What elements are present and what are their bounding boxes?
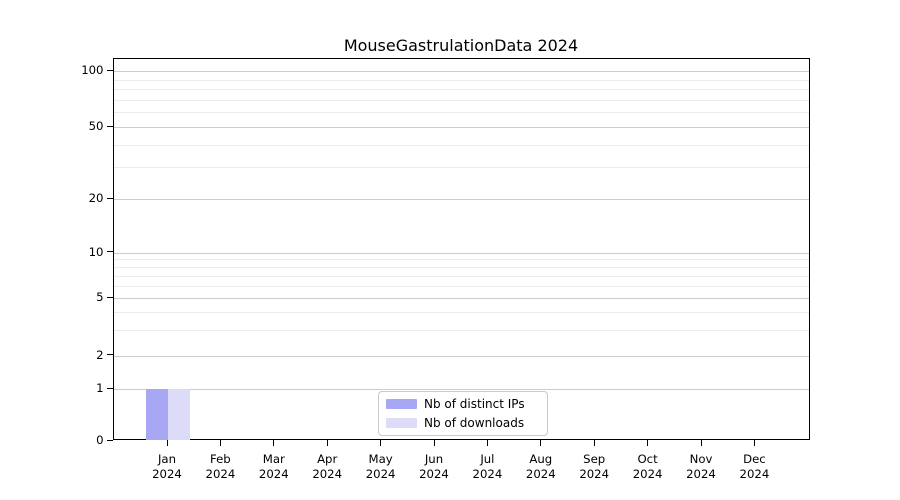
month-label: Mar — [262, 452, 285, 466]
gridline-minor — [113, 89, 809, 91]
year-label: 2024 — [312, 467, 343, 482]
x-axis-tick-label: Nov 2024 — [669, 452, 733, 482]
month-label: Jan — [157, 452, 177, 466]
gridline-minor — [113, 167, 809, 169]
y-axis-tick-label: 100 — [81, 63, 104, 77]
year-label: 2024 — [258, 467, 289, 482]
month-label: Nov — [689, 452, 713, 466]
month-label: Feb — [210, 452, 231, 466]
y-axis-tick-label: 2 — [96, 347, 104, 362]
x-axis-tick — [219, 440, 221, 446]
x-axis-tick-label: Sep 2024 — [562, 452, 626, 482]
year-label: 2024 — [739, 467, 770, 482]
y-axis-tick-label: 1 — [96, 381, 104, 395]
legend-swatch-downloads — [386, 418, 417, 428]
y-axis-tick — [106, 439, 113, 441]
gridline-minor — [113, 112, 809, 114]
y-axis-tick-label: 0 — [96, 433, 104, 447]
x-axis-tick-label: May 2024 — [349, 452, 413, 482]
gridline-minor — [113, 267, 809, 269]
legend-item-downloads: Nb of downloads — [379, 416, 547, 430]
x-axis-tick — [433, 440, 435, 446]
x-axis-tick-label: Oct 2024 — [616, 452, 680, 482]
x-axis-tick — [593, 440, 595, 446]
legend: Nb of distinct IPs Nb of downloads — [378, 391, 548, 436]
gridline-major — [113, 71, 809, 72]
month-label: May — [368, 452, 393, 466]
year-label: 2024 — [472, 467, 503, 482]
y-axis-tick — [106, 296, 113, 298]
x-axis-tick-label: Jan 2024 — [135, 452, 199, 482]
legend-label-distinct-ips: Nb of distinct IPs — [424, 397, 525, 411]
gridline-minor — [113, 144, 809, 146]
y-axis-tick — [106, 251, 113, 252]
x-axis-tick — [380, 440, 382, 446]
gridline-minor — [113, 99, 809, 101]
x-axis-tick — [753, 440, 755, 446]
gridline-minor — [113, 275, 809, 277]
year-label: 2024 — [632, 467, 663, 482]
y-axis-tick — [106, 69, 113, 71]
plot-area — [112, 58, 810, 440]
x-axis-tick-label: Aug 2024 — [509, 452, 573, 482]
year-label: 2024 — [525, 467, 556, 482]
y-axis-tick — [106, 387, 113, 389]
y-axis-tick-label: 10 — [88, 244, 104, 259]
x-axis-tick-label: Feb 2024 — [188, 452, 252, 482]
gridline-major — [113, 389, 809, 390]
x-axis-tick — [647, 440, 649, 446]
bar-distinct-ips — [146, 389, 168, 440]
gridline-major — [113, 127, 809, 128]
year-label: 2024 — [365, 467, 396, 482]
year-label: 2024 — [579, 467, 610, 482]
legend-label-downloads: Nb of downloads — [424, 416, 525, 430]
year-label: 2024 — [205, 467, 236, 482]
gridline-major — [113, 298, 809, 299]
gridline-minor — [113, 286, 809, 288]
gridline-minor — [113, 330, 809, 332]
x-axis-tick — [700, 440, 702, 446]
x-axis-tick-label: Jun 2024 — [402, 452, 466, 482]
gridline-minor — [113, 312, 809, 313]
month-label: Jun — [424, 452, 444, 466]
month-label: Sep — [583, 452, 606, 466]
legend-item-distinct-ips: Nb of distinct IPs — [379, 397, 547, 411]
x-axis-tick — [540, 440, 542, 446]
gridline-minor — [113, 79, 809, 81]
y-axis-tick — [106, 197, 113, 199]
x-axis-tick-label: Jul 2024 — [455, 452, 519, 482]
y-axis-tick — [106, 354, 113, 355]
bar-downloads — [168, 389, 190, 440]
month-label: Oct — [637, 452, 658, 466]
gridline-minor — [113, 259, 809, 261]
month-label: Dec — [743, 452, 766, 466]
x-axis-tick — [486, 440, 488, 446]
x-axis-tick-label: Apr 2024 — [295, 452, 359, 482]
y-axis-tick — [106, 125, 113, 127]
x-axis-tick — [166, 440, 168, 446]
gridline-major — [113, 355, 809, 357]
x-axis-tick — [273, 440, 275, 446]
gridline-major — [113, 252, 809, 254]
y-axis-tick-label: 20 — [88, 191, 104, 205]
month-label: Aug — [529, 452, 553, 466]
x-axis-tick-label: Dec 2024 — [722, 452, 786, 482]
y-axis-tick-label: 5 — [96, 290, 104, 304]
year-label: 2024 — [419, 467, 449, 482]
y-axis-tick-label: 50 — [88, 119, 104, 133]
gridline-major — [113, 199, 809, 200]
chart-title: MouseGastrulationData 2024 — [343, 36, 579, 55]
year-label: 2024 — [152, 467, 182, 482]
month-label: Jul — [480, 452, 495, 466]
year-label: 2024 — [686, 467, 716, 482]
legend-swatch-distinct-ips — [386, 399, 417, 409]
month-label: Apr — [317, 452, 338, 466]
x-axis-tick — [326, 440, 328, 446]
x-axis-tick-label: Mar 2024 — [242, 452, 306, 482]
